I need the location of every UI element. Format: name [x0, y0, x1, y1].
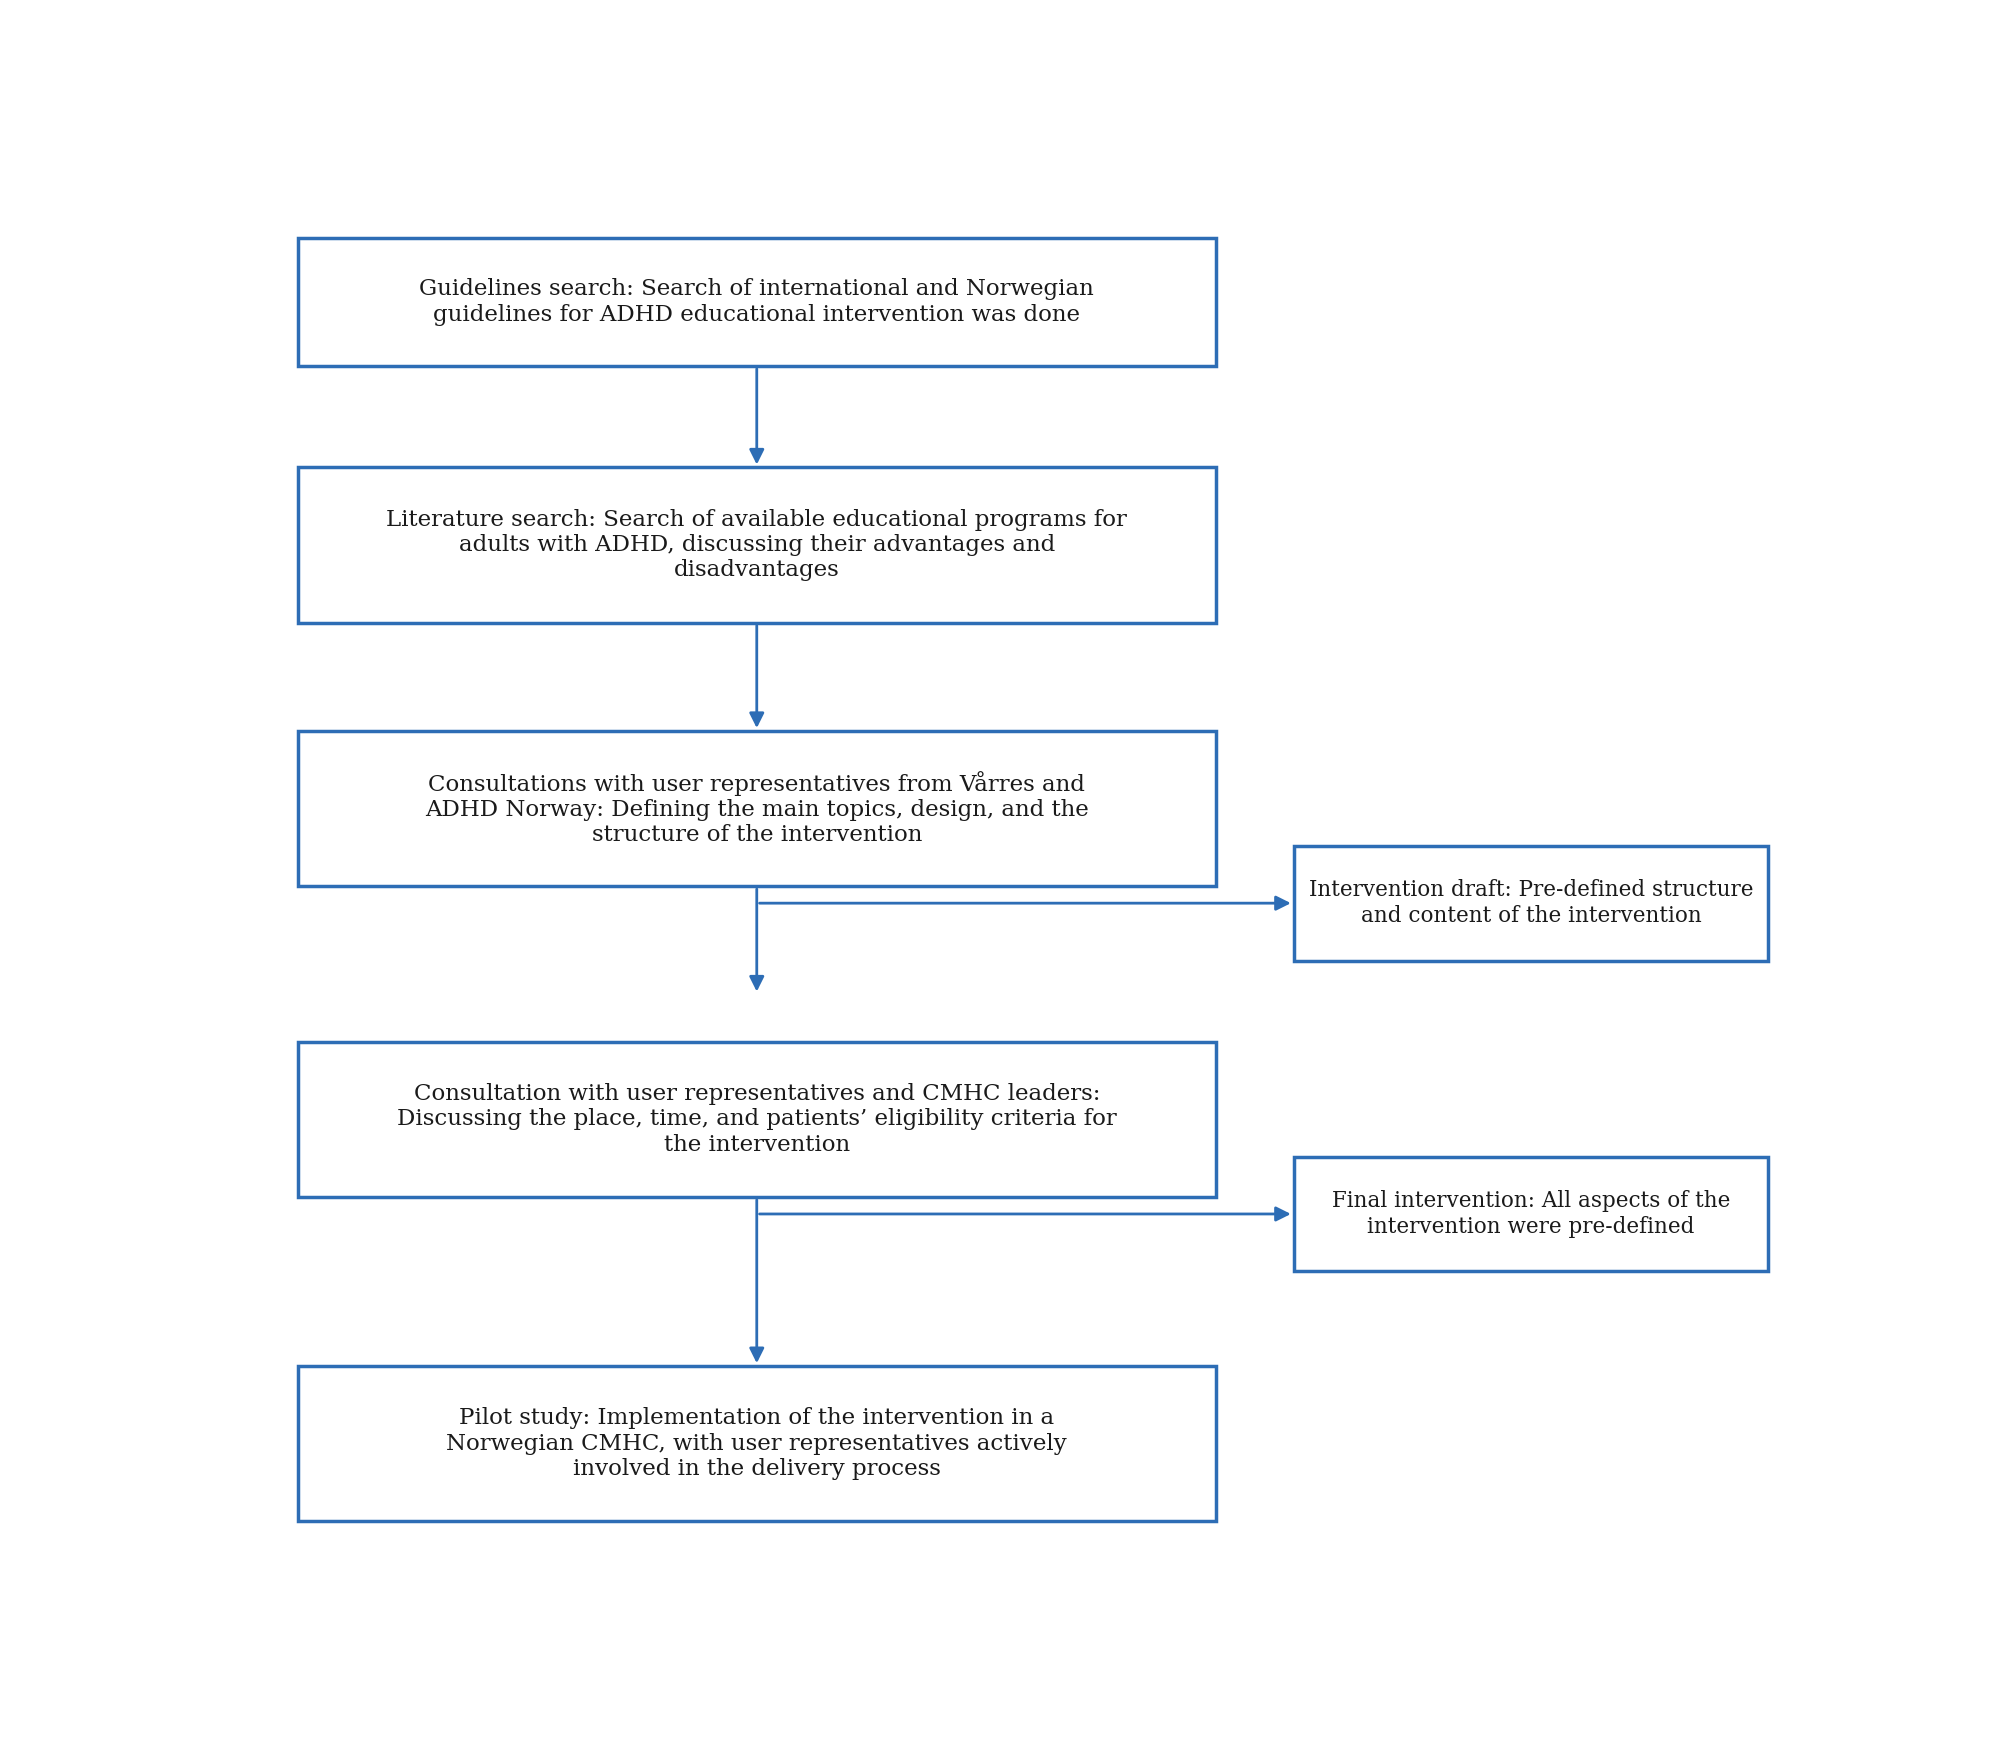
FancyBboxPatch shape — [297, 1365, 1216, 1522]
FancyBboxPatch shape — [1293, 846, 1768, 960]
Text: Final intervention: All aspects of the
intervention were pre-defined: Final intervention: All aspects of the i… — [1331, 1190, 1730, 1237]
FancyBboxPatch shape — [297, 237, 1216, 367]
FancyBboxPatch shape — [297, 730, 1216, 886]
Text: Consultation with user representatives and CMHC leaders:
Discussing the place, t: Consultation with user representatives a… — [397, 1083, 1116, 1157]
Text: Intervention draft: Pre-defined structure
and content of the intervention: Intervention draft: Pre-defined structur… — [1309, 879, 1752, 927]
FancyBboxPatch shape — [1293, 1157, 1768, 1271]
FancyBboxPatch shape — [297, 467, 1216, 623]
Text: Pilot study: Implementation of the intervention in a
Norwegian CMHC, with user r: Pilot study: Implementation of the inter… — [446, 1408, 1066, 1479]
Text: Consultations with user representatives from Vårres and
ADHD Norway: Defining th: Consultations with user representatives … — [425, 770, 1088, 846]
FancyBboxPatch shape — [297, 1042, 1216, 1197]
Text: Guidelines search: Search of international and Norwegian
guidelines for ADHD edu: Guidelines search: Search of internation… — [419, 277, 1094, 325]
Text: Literature search: Search of available educational programs for
adults with ADHD: Literature search: Search of available e… — [385, 509, 1126, 581]
